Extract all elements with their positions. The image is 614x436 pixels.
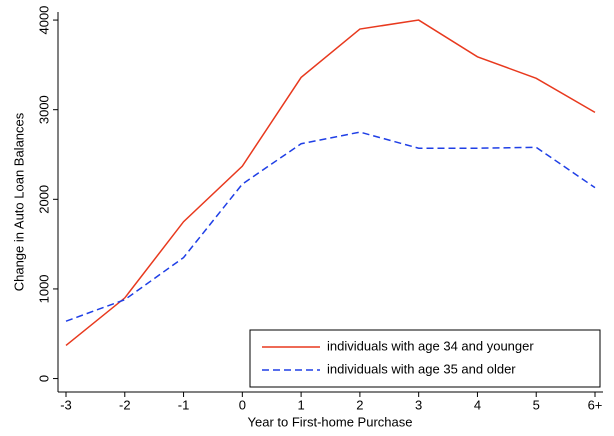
- y-tick-label: 3000: [36, 95, 51, 124]
- y-tick-label: 2000: [36, 185, 51, 214]
- x-tick-label: 0: [239, 397, 246, 412]
- x-tick-label: 6+: [588, 397, 603, 412]
- series-line: [65, 131, 596, 322]
- x-tick-label: 5: [533, 397, 540, 412]
- x-tick-label: -3: [60, 397, 72, 412]
- y-tick-label: 1000: [36, 274, 51, 303]
- x-tick-label: 3: [415, 397, 422, 412]
- x-tick-label: 1: [297, 397, 304, 412]
- x-tick-label: -1: [178, 397, 190, 412]
- y-tick-label: 4000: [36, 6, 51, 35]
- x-axis-label: Year to First-home Purchase: [248, 414, 413, 429]
- series-line: [65, 19, 596, 346]
- x-tick-label: 2: [356, 397, 363, 412]
- y-axis-label: Change in Auto Loan Balances: [11, 112, 26, 291]
- legend-label: individuals with age 34 and younger: [327, 338, 534, 353]
- x-tick-label: -2: [119, 397, 131, 412]
- legend-label: individuals with age 35 and older: [327, 361, 516, 376]
- legend-box: [249, 329, 601, 388]
- y-tick-label: 0: [36, 375, 51, 382]
- x-tick-label: 4: [474, 397, 481, 412]
